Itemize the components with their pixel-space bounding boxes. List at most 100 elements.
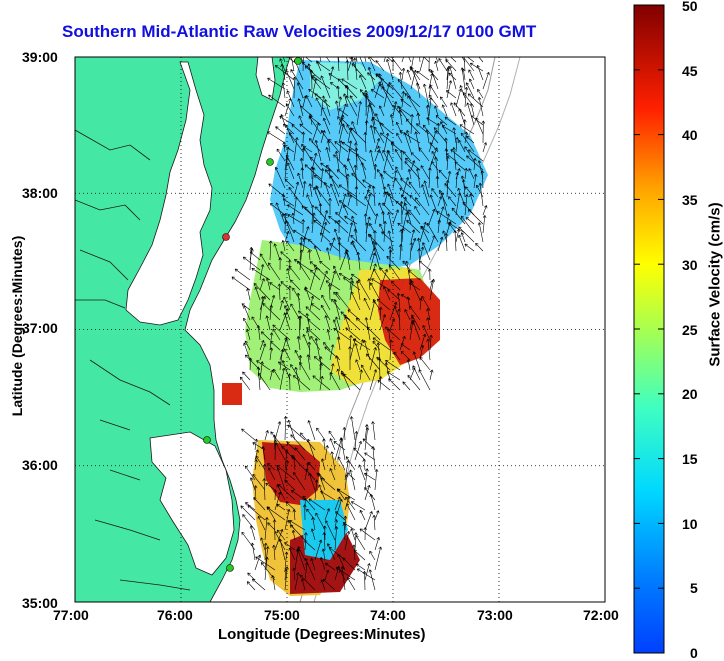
velocity-arrow bbox=[345, 95, 358, 117]
velocity-arrow bbox=[276, 148, 286, 162]
velocity-arrow bbox=[275, 126, 286, 135]
velocity-arrow bbox=[420, 165, 430, 180]
velocity-arrow bbox=[279, 116, 295, 126]
colorbar-tick-label: 40 bbox=[682, 127, 698, 143]
velocity-arrow bbox=[419, 221, 427, 243]
velocity-arrow bbox=[335, 567, 356, 581]
velocity-arrow bbox=[345, 60, 350, 81]
velocity-arrow bbox=[304, 206, 322, 225]
velocity-arrow bbox=[477, 88, 484, 99]
y-tick-label: 36:00 bbox=[22, 457, 58, 473]
velocity-arrow bbox=[468, 69, 475, 81]
velocity-arrow bbox=[428, 130, 438, 153]
velocity-arrow bbox=[277, 484, 296, 501]
velocity-arrow bbox=[482, 215, 487, 234]
velocity-arrow bbox=[263, 542, 268, 561]
velocity-arrow bbox=[347, 192, 367, 207]
velocity-arrow bbox=[416, 237, 421, 252]
velocity-arrow bbox=[481, 120, 486, 144]
velocity-arrow bbox=[243, 317, 251, 331]
velocity-arrow bbox=[302, 181, 307, 198]
velocity-arrow bbox=[288, 285, 292, 301]
velocity-arrow bbox=[272, 544, 276, 561]
velocity-arrow bbox=[283, 213, 288, 234]
velocity-arrow bbox=[252, 473, 266, 491]
velocity-arrow bbox=[257, 372, 271, 391]
velocity-arrow bbox=[345, 456, 356, 471]
velocity-arrow bbox=[313, 264, 331, 281]
velocity-arrow bbox=[253, 497, 266, 511]
velocity-arrow bbox=[404, 161, 421, 180]
velocity-arrow bbox=[280, 281, 291, 291]
velocity-arrow bbox=[278, 538, 286, 561]
velocity-arrow bbox=[425, 104, 430, 126]
velocity-arrow bbox=[408, 282, 421, 291]
velocity-arrow bbox=[329, 344, 335, 361]
velocity-arrow bbox=[346, 124, 358, 144]
velocity-arrow bbox=[401, 177, 410, 198]
velocity-arrow bbox=[350, 528, 356, 541]
velocity-arrow bbox=[422, 83, 430, 108]
velocity-arrow bbox=[315, 512, 326, 531]
velocity-arrow bbox=[301, 219, 305, 234]
velocity-arrow bbox=[284, 566, 289, 591]
velocity-arrow bbox=[379, 173, 385, 189]
velocity-arrow bbox=[293, 471, 306, 491]
velocity-arrow bbox=[429, 369, 434, 381]
station-marker bbox=[203, 436, 211, 444]
velocity-arrow bbox=[316, 61, 331, 72]
velocity-arrow bbox=[336, 368, 341, 381]
x-axis-label: Longitude (Degrees:Minutes) bbox=[218, 626, 426, 643]
velocity-arrow bbox=[282, 123, 295, 135]
velocity-arrow bbox=[276, 467, 286, 491]
velocity-arrow bbox=[369, 263, 377, 281]
velocity-arrow bbox=[450, 102, 457, 117]
velocity-arrow bbox=[355, 535, 366, 551]
velocity-arrow bbox=[430, 70, 439, 90]
velocity-arrow bbox=[329, 270, 337, 291]
velocity-arrow bbox=[324, 346, 341, 361]
velocity-arrow bbox=[355, 153, 367, 171]
velocity-arrow bbox=[351, 273, 361, 281]
velocity-arrow bbox=[265, 277, 271, 291]
velocity-arrow bbox=[428, 235, 436, 252]
velocity-arrow bbox=[426, 308, 431, 321]
velocity-arrow bbox=[372, 337, 391, 351]
velocity-arrow bbox=[379, 267, 391, 281]
velocity-arrow bbox=[311, 303, 321, 311]
velocity-arrow bbox=[410, 280, 421, 301]
velocity-arrow bbox=[406, 359, 411, 371]
velocity-arrow bbox=[431, 188, 439, 198]
velocity-arrow bbox=[302, 504, 307, 521]
velocity-arrow bbox=[410, 66, 421, 90]
velocity-arrow bbox=[354, 431, 359, 451]
velocity-arrow bbox=[319, 232, 331, 243]
velocity-arrow bbox=[315, 97, 322, 108]
velocity-arrow bbox=[301, 131, 306, 144]
velocity-arrow bbox=[419, 57, 421, 63]
colorbar-tick-label: 50 bbox=[682, 0, 698, 14]
velocity-arrow bbox=[455, 137, 459, 153]
velocity-arrow bbox=[335, 291, 351, 311]
velocity-arrow bbox=[302, 495, 316, 511]
velocity-arrow bbox=[285, 103, 295, 117]
delaware-bay bbox=[255, 57, 276, 101]
velocity-arrow bbox=[306, 354, 311, 371]
velocity-arrow bbox=[374, 469, 379, 491]
velocity-arrow bbox=[374, 149, 380, 162]
velocity-arrow bbox=[416, 70, 430, 81]
field-west-red bbox=[222, 383, 242, 405]
velocity-arrow bbox=[342, 523, 347, 541]
velocity-arrow bbox=[283, 416, 288, 441]
velocity-arrow bbox=[396, 292, 401, 311]
velocity-arrow bbox=[362, 458, 367, 471]
velocity-arrow bbox=[337, 219, 341, 234]
velocity-arrow bbox=[307, 420, 316, 441]
velocity-arrow bbox=[365, 193, 372, 216]
velocity-arrow bbox=[359, 57, 367, 72]
velocity-arrow bbox=[324, 508, 331, 521]
velocity-arrow bbox=[429, 334, 433, 351]
colorbar-tick-label: 10 bbox=[682, 516, 698, 532]
colorbar-tick-label: 30 bbox=[682, 257, 698, 273]
velocity-arrow bbox=[254, 449, 259, 461]
